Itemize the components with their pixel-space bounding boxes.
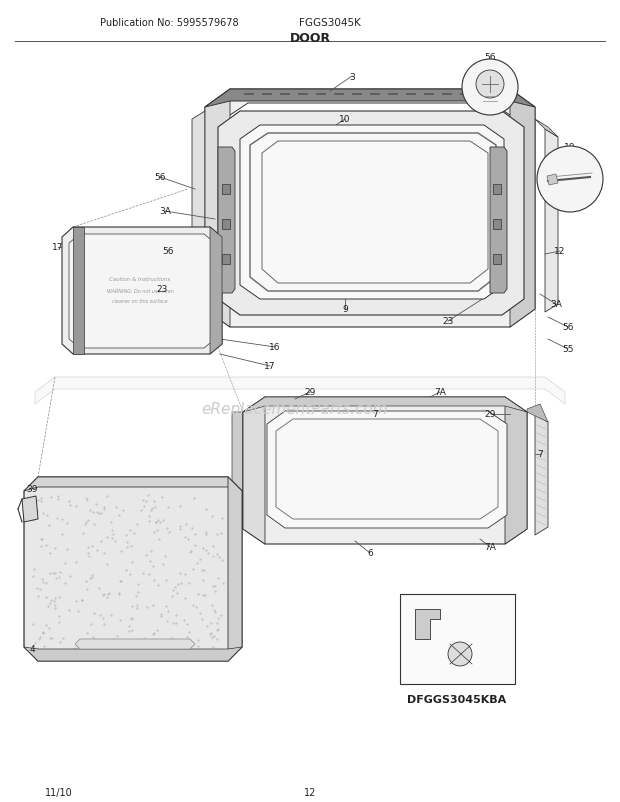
Polygon shape (24, 477, 242, 492)
Polygon shape (535, 415, 548, 535)
Text: 3A: 3A (550, 300, 562, 309)
Text: 12: 12 (554, 247, 565, 256)
Text: 4: 4 (29, 645, 35, 654)
Polygon shape (232, 412, 243, 529)
Polygon shape (493, 184, 501, 195)
Polygon shape (535, 119, 558, 138)
Polygon shape (243, 398, 265, 545)
Polygon shape (218, 148, 235, 294)
Text: 3: 3 (349, 72, 355, 81)
Text: 16: 16 (269, 343, 281, 352)
Polygon shape (192, 111, 205, 314)
Circle shape (537, 147, 603, 213)
Polygon shape (493, 255, 501, 265)
Circle shape (448, 642, 472, 666)
Text: 64: 64 (404, 603, 415, 612)
Polygon shape (73, 228, 84, 354)
Text: 23: 23 (442, 317, 454, 326)
Polygon shape (545, 130, 558, 313)
Polygon shape (24, 647, 242, 661)
Circle shape (476, 71, 504, 99)
Polygon shape (228, 477, 242, 661)
Text: DOOR: DOOR (290, 32, 330, 45)
Text: 23: 23 (156, 286, 167, 294)
Text: 56: 56 (484, 54, 496, 63)
Polygon shape (222, 220, 230, 229)
Text: 29: 29 (484, 410, 495, 419)
Text: 55: 55 (562, 345, 574, 354)
Text: 11/10: 11/10 (45, 787, 73, 797)
Text: Publication No: 5995579678: Publication No: 5995579678 (100, 18, 239, 28)
Text: 9: 9 (342, 305, 348, 314)
Text: 17: 17 (52, 243, 64, 252)
Text: 56: 56 (154, 173, 166, 182)
Polygon shape (547, 175, 558, 186)
Text: 39: 39 (26, 485, 38, 494)
Polygon shape (527, 404, 548, 423)
Text: 29: 29 (304, 388, 316, 397)
Polygon shape (243, 398, 527, 545)
Text: eReplacementParts.com: eReplacementParts.com (202, 402, 388, 417)
Text: FGGS3045K: FGGS3045K (299, 18, 361, 28)
Polygon shape (267, 411, 507, 529)
Text: cleaner on this surface: cleaner on this surface (112, 299, 168, 304)
Polygon shape (35, 378, 565, 404)
Text: DFGGS3045KBA: DFGGS3045KBA (407, 695, 507, 704)
Text: 3A: 3A (159, 207, 171, 217)
Text: 56: 56 (562, 323, 574, 332)
Polygon shape (22, 496, 38, 522)
Text: Caution & Instructions: Caution & Instructions (109, 277, 170, 282)
Text: 17: 17 (264, 362, 276, 371)
Polygon shape (222, 184, 230, 195)
Polygon shape (243, 398, 527, 412)
Text: 7: 7 (537, 450, 543, 459)
Polygon shape (240, 126, 504, 300)
Polygon shape (222, 255, 230, 265)
Polygon shape (24, 477, 242, 661)
Text: WARNING: Do not use oven: WARNING: Do not use oven (107, 290, 174, 294)
Polygon shape (205, 90, 230, 327)
Polygon shape (415, 610, 440, 639)
Polygon shape (69, 235, 215, 349)
Circle shape (462, 60, 518, 115)
FancyBboxPatch shape (400, 594, 515, 684)
Polygon shape (510, 90, 535, 327)
Polygon shape (205, 90, 535, 107)
Polygon shape (218, 111, 524, 316)
Polygon shape (490, 148, 507, 294)
Text: 56: 56 (162, 247, 174, 256)
Polygon shape (224, 104, 516, 312)
Polygon shape (493, 220, 501, 229)
Text: 7A: 7A (434, 388, 446, 397)
Text: 12: 12 (304, 787, 316, 797)
Polygon shape (210, 228, 222, 354)
Text: 6: 6 (367, 549, 373, 558)
Polygon shape (205, 90, 535, 327)
Text: 7A: 7A (484, 543, 496, 552)
Text: 10: 10 (564, 144, 576, 152)
Polygon shape (505, 398, 527, 545)
Text: 7: 7 (372, 410, 378, 419)
Text: 10: 10 (339, 115, 351, 124)
Text: 42: 42 (463, 666, 474, 675)
Polygon shape (75, 639, 195, 649)
Polygon shape (62, 228, 222, 354)
